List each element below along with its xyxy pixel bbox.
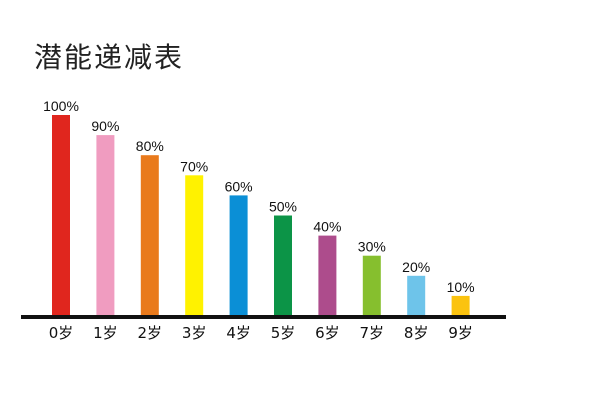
data-label: 20% [402, 259, 430, 275]
x-tick-label: 3岁 [182, 324, 207, 342]
x-tick-label: 8岁 [404, 324, 429, 342]
x-tick-label: 0岁 [49, 324, 74, 342]
bar [96, 135, 115, 316]
bar [362, 255, 381, 316]
x-tick-label: 7岁 [360, 324, 385, 342]
data-label: 70% [180, 158, 208, 174]
data-label: 50% [269, 199, 297, 215]
bar [185, 175, 204, 316]
x-tick-label: 2岁 [138, 324, 163, 342]
x-tick-label: 4岁 [226, 324, 251, 342]
x-tick-label: 1岁 [93, 324, 118, 342]
data-label: 90% [91, 118, 119, 134]
data-label: 10% [447, 279, 475, 295]
x-tick-label: 9岁 [448, 324, 473, 342]
bar [52, 115, 70, 316]
bar [451, 295, 470, 316]
x-tick-label: 5岁 [271, 324, 296, 342]
data-label: 30% [358, 239, 386, 255]
data-label: 60% [225, 178, 253, 194]
x-tick-label: 6岁 [315, 324, 340, 342]
bar [274, 215, 292, 316]
bar [318, 235, 337, 316]
data-label: 40% [313, 219, 341, 235]
x-axis-line [21, 315, 506, 319]
chart-title: 潜能递减表 [34, 41, 185, 74]
bar [229, 195, 248, 316]
data-label: 80% [136, 138, 164, 154]
data-label: 100% [43, 98, 79, 114]
bar [140, 155, 159, 316]
bar [407, 275, 426, 316]
